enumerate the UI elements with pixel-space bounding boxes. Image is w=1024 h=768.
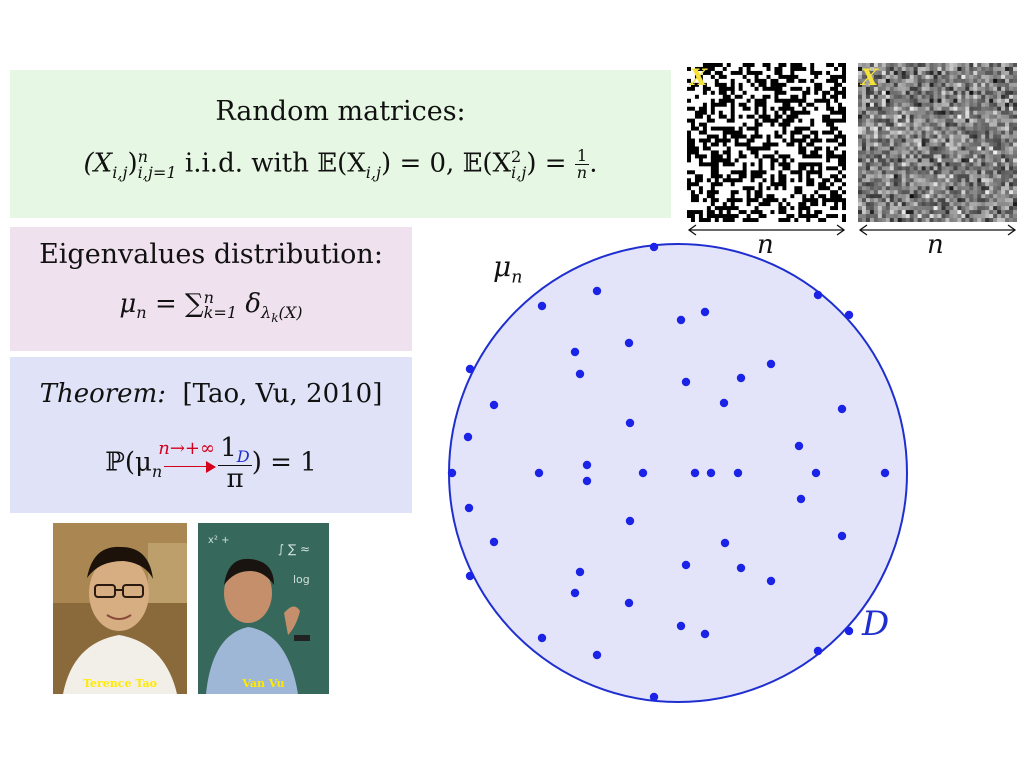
svg-text:x² +: x² + [208,535,229,546]
matrix-width-arrow-1 [687,224,846,236]
mu-n-label: μn [493,250,523,288]
matrix-dimension-label-2: n [927,230,944,260]
indicator-fraction: 1D π [218,433,252,495]
theorem-heading: Theorem: [Tao, Vu, 2010] [10,379,412,409]
theorem-citation: [Tao, Vu, 2010] [182,379,383,409]
eigenvalue-point [690,468,700,478]
eigenvalue-point [880,468,890,478]
svg-text:log: log [293,573,310,586]
eigenvalue-point [537,301,547,311]
eigenvalue-point [813,290,823,300]
eigenvalue-point [624,338,634,348]
matrix-dimension-label-1: n [757,230,774,260]
eigenvalue-point [706,468,716,478]
eigenvalue-point [649,692,659,702]
eigenvalues-formula: μn = ∑ n k=1 δλk(X) [119,287,303,326]
eigenvalue-point [649,242,659,252]
eigenvalue-point [837,404,847,414]
eigenvalue-point [736,563,746,573]
eigenvalues-title: Eigenvalues distribution: [39,239,383,270]
eigenvalue-point [489,400,499,410]
random-matrices-box: Random matrices: (Xi,j) n i,j=1 i.i.d. wit… [10,70,671,218]
eigenvalue-point [681,560,691,570]
eigenvalue-points [447,242,890,702]
eigenvalue-point [575,567,585,577]
eigenvalue-point [464,503,474,513]
theorem-formula: ℙ(μn n→+∞ 1D π) = 1 [105,433,317,495]
eigenvalue-point [638,468,648,478]
convergence-arrow: n→+∞ [158,438,218,484]
eigenvalue-point [570,588,580,598]
binary-matrix-image: X [687,63,846,222]
matrix-width-arrow-2 [858,224,1017,236]
random-matrices-title: Random matrices: [215,96,466,127]
eigenvalue-point [733,468,743,478]
van-vu-portrait: ∫ ∑ ≈ log x² + [198,523,329,694]
eigenvalue-point [813,646,823,656]
eigenvalue-disc [447,242,908,703]
terence-tao-portrait [53,523,187,694]
eigenvalue-point [624,598,634,608]
eigenvalues-box: Eigenvalues distribution: μn = ∑ n k=1 δλk… [10,227,412,351]
eigenvalue-point [736,373,746,383]
eigenvalue-point [447,468,457,478]
eigenvalue-point [796,494,806,504]
random-matrices-formula: (Xi,j) n i,j=1 i.i.d. with 𝔼(Xi,j) = 0, 𝔼(… [83,146,598,183]
eigenvalue-point [719,398,729,408]
eigenvalue-point [766,576,776,586]
eigenvalue-point [837,531,847,541]
eigenvalue-point [537,633,547,643]
eigenvalue-point [575,369,585,379]
eigenvalue-point [676,621,686,631]
eigenvalue-point [582,476,592,486]
eigenvalue-point [489,537,499,547]
eigenvalue-point [811,468,821,478]
eigenvalue-point [463,432,473,442]
van-vu-photo: ∫ ∑ ≈ log x² + Van Vu [198,523,329,694]
eigenvalue-point [465,364,475,374]
terence-tao-caption: Terence Tao [83,677,157,690]
eigenvalue-point [592,286,602,296]
eigenvalue-point [844,310,854,320]
theorem-label: Theorem: [39,379,166,409]
eigenvalue-point [592,650,602,660]
theorem-box: Theorem: [Tao, Vu, 2010] ℙ(μn n→+∞ 1D π) = … [10,357,412,513]
eigenvalue-point [681,377,691,387]
eigenvalue-point [534,468,544,478]
eigenvalue-point [625,516,635,526]
eigenvalue-point [794,441,804,451]
eigenvalue-point [676,315,686,325]
terence-tao-photo: Terence Tao [53,523,187,694]
eigenvalue-point [625,418,635,428]
eigenvalue-point [700,629,710,639]
eigenvalue-point [582,460,592,470]
unit-disc [448,243,908,703]
domain-d-label: D [862,604,890,644]
eigenvalue-point [844,626,854,636]
eigenvalue-point [766,359,776,369]
eigenvalue-point [570,347,580,357]
eigenvalue-point [465,571,475,581]
van-vu-caption: Van Vu [242,677,285,690]
gaussian-matrix-image: X [858,63,1017,222]
eigenvalue-point [720,538,730,548]
eigenvalue-point [700,307,710,317]
svg-text:∫ ∑ ≈: ∫ ∑ ≈ [278,542,310,556]
